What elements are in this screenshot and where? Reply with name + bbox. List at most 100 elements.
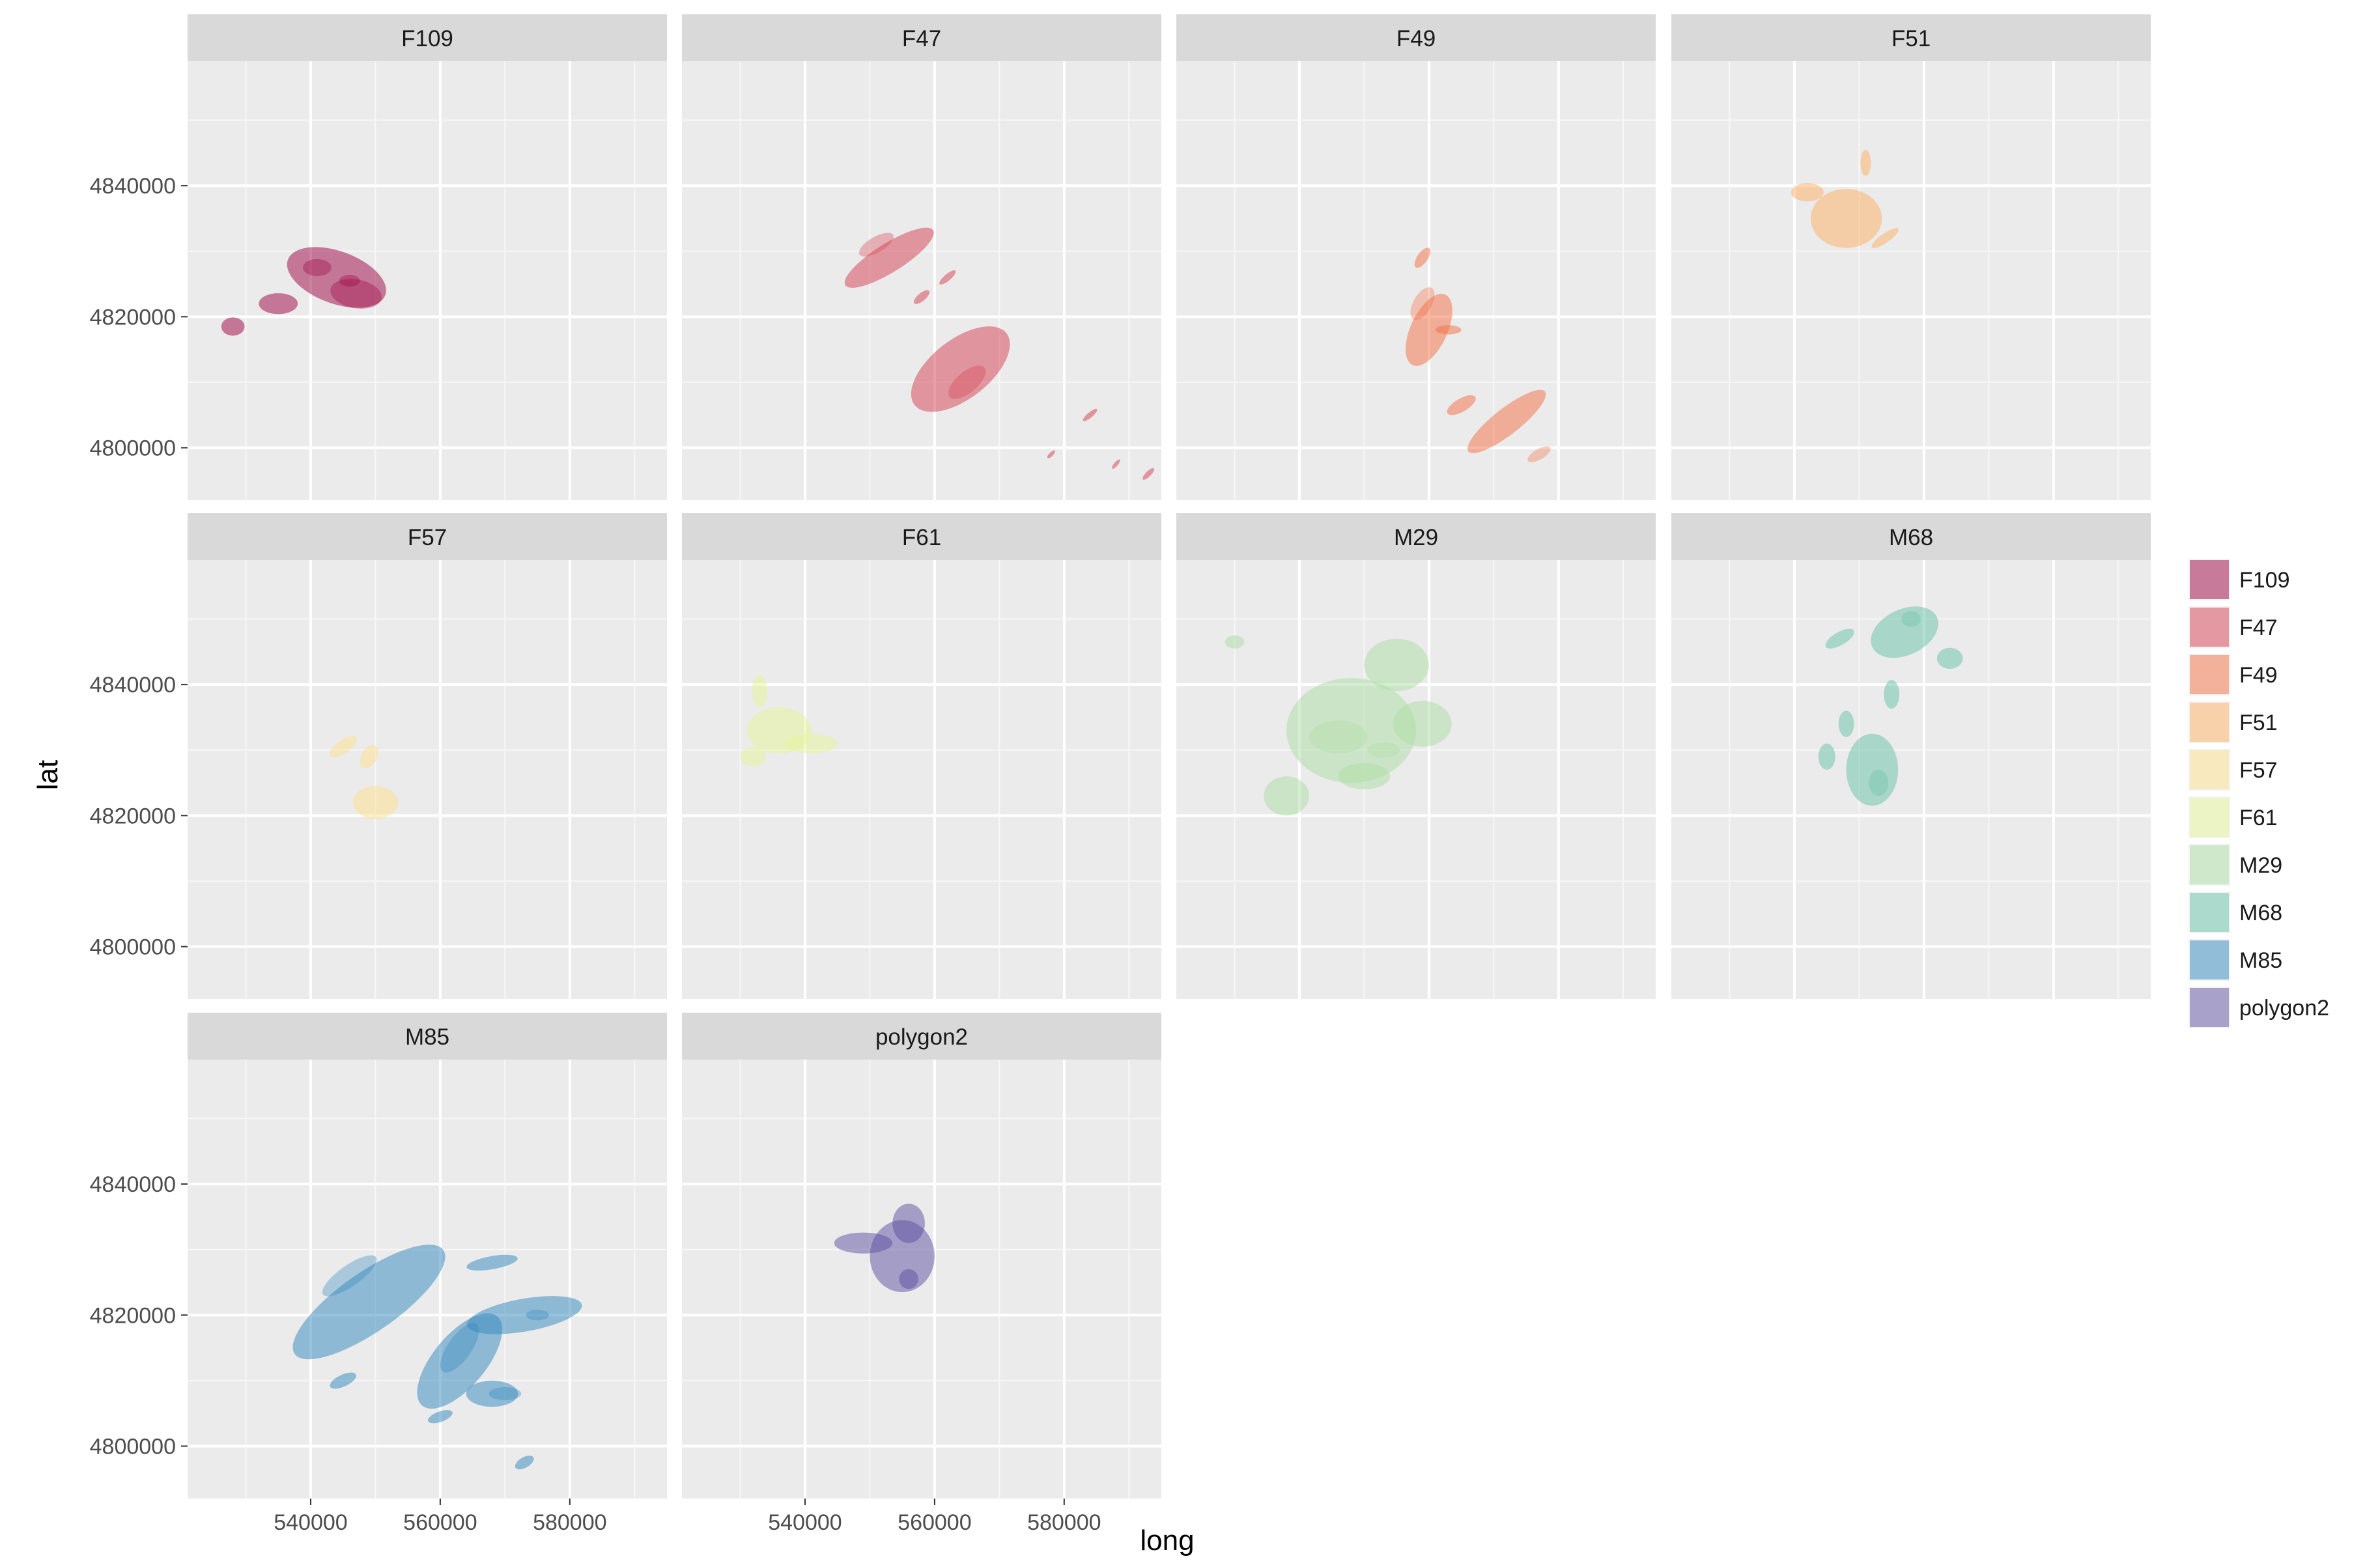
y-tick-label: 4820000 [90,804,176,828]
y-tick-label: 4800000 [90,935,176,960]
facet-strip [1671,513,2151,560]
facet-strip [1176,14,1656,61]
legend-item-M85: M85 [2189,939,2282,981]
facet-panel-M68: M68 [1671,513,2151,999]
facet-strip [682,513,1161,560]
legend-label: F61 [2239,806,2278,830]
density-region [740,746,767,767]
legend-swatch [2190,608,2229,647]
panel-background [1176,560,1656,999]
legend-label: F49 [2239,663,2278,688]
legend-swatch [2190,560,2229,599]
density-contours [329,736,399,819]
density-region [1225,635,1245,649]
legend-label: M85 [2239,948,2282,973]
facet-panel-F49: F49 [1176,14,1656,500]
density-region [515,1456,534,1470]
legend-item-F57: F57 [2189,749,2278,791]
legend-item-F61: F61 [2189,796,2278,838]
facet-strip [1176,513,1656,560]
legend-swatch [2190,750,2229,789]
facet-panel-M29: M29 [1176,513,1656,999]
x-axis-title: long [1140,1525,1194,1556]
legend-swatch [2190,798,2229,837]
density-region [913,290,930,304]
facet-strip [188,1013,667,1060]
density-region [1791,183,1824,202]
density-contours [1791,149,1899,248]
density-region [1435,325,1462,335]
density-contours [844,227,1155,480]
density-region [1846,733,1899,806]
legend-item-F47: F47 [2189,606,2278,648]
facet-strip [1671,14,2151,61]
density-region [1825,628,1854,649]
facet-panel-F61: F61 [682,513,1161,999]
density-region [1367,742,1400,758]
density-region [466,1296,582,1334]
legend-label: polygon2 [2239,996,2329,1021]
density-region [322,1255,377,1297]
density-region [948,365,986,399]
density-region [1112,459,1120,469]
facet-panel-M85: M85 4800000 4820000 4840000 540000 560000 5800… [90,1013,667,1535]
facet-strip-label: F51 [1891,26,1931,51]
legend: F109 F47 F49 F51 F57 F61 M29 M68 M85 polygon2 [2189,559,2329,1028]
density-region [1467,389,1546,453]
density-region [417,1313,503,1409]
facet-strip-label: F49 [1396,26,1436,51]
density-region [1264,776,1309,816]
density-region [489,1387,522,1401]
density-region [1364,638,1429,692]
density-region [1142,468,1155,480]
legend-item-F51: F51 [2189,701,2278,743]
legend-swatch [2190,845,2229,884]
facet-strip [682,14,1161,61]
panel-background [682,560,1161,999]
density-region [329,736,357,758]
density-region [1309,720,1368,753]
density-region [330,1372,356,1389]
density-region [466,1380,518,1407]
density-region [786,733,838,753]
x-tick-label: 540000 [274,1510,347,1535]
y-tick-label: 4800000 [90,1435,176,1459]
density-region [339,274,360,287]
density-region [1884,680,1900,709]
density-region [1406,294,1452,366]
legend-label: F57 [2239,758,2278,783]
density-region [1810,189,1882,248]
density-region [1860,149,1871,176]
facet-strip [188,14,667,61]
density-region [360,744,378,769]
legend-item-M29: M29 [2189,844,2282,886]
y-tick-label: 4840000 [90,673,176,697]
density-contours [221,247,386,336]
density-region [303,259,332,276]
facet-strip-label: M68 [1889,525,1933,550]
density-contours [1225,635,1452,816]
density-region [1838,711,1854,737]
density-region [1936,647,1963,669]
panel-background [1176,61,1656,500]
facet-strip-label: M29 [1394,525,1438,550]
x-tick-label: 580000 [533,1510,606,1535]
density-region [752,675,768,708]
y-tick-label: 4820000 [90,305,176,330]
density-region [1447,395,1476,415]
density-contours [1406,247,1551,462]
legend-label: M29 [2239,853,2282,878]
legend-swatch [2190,893,2229,932]
y-tick-label: 4840000 [90,1172,176,1197]
density-region [1338,763,1391,790]
density-region [1869,769,1889,796]
density-region [1527,446,1551,462]
facet-strip [188,513,667,560]
facet-strip-label: F61 [902,525,941,550]
density-region [466,1254,518,1271]
density-region [1901,611,1921,627]
x-tick-label: 580000 [1027,1510,1101,1535]
density-region [259,293,298,315]
density-region [1414,247,1431,268]
